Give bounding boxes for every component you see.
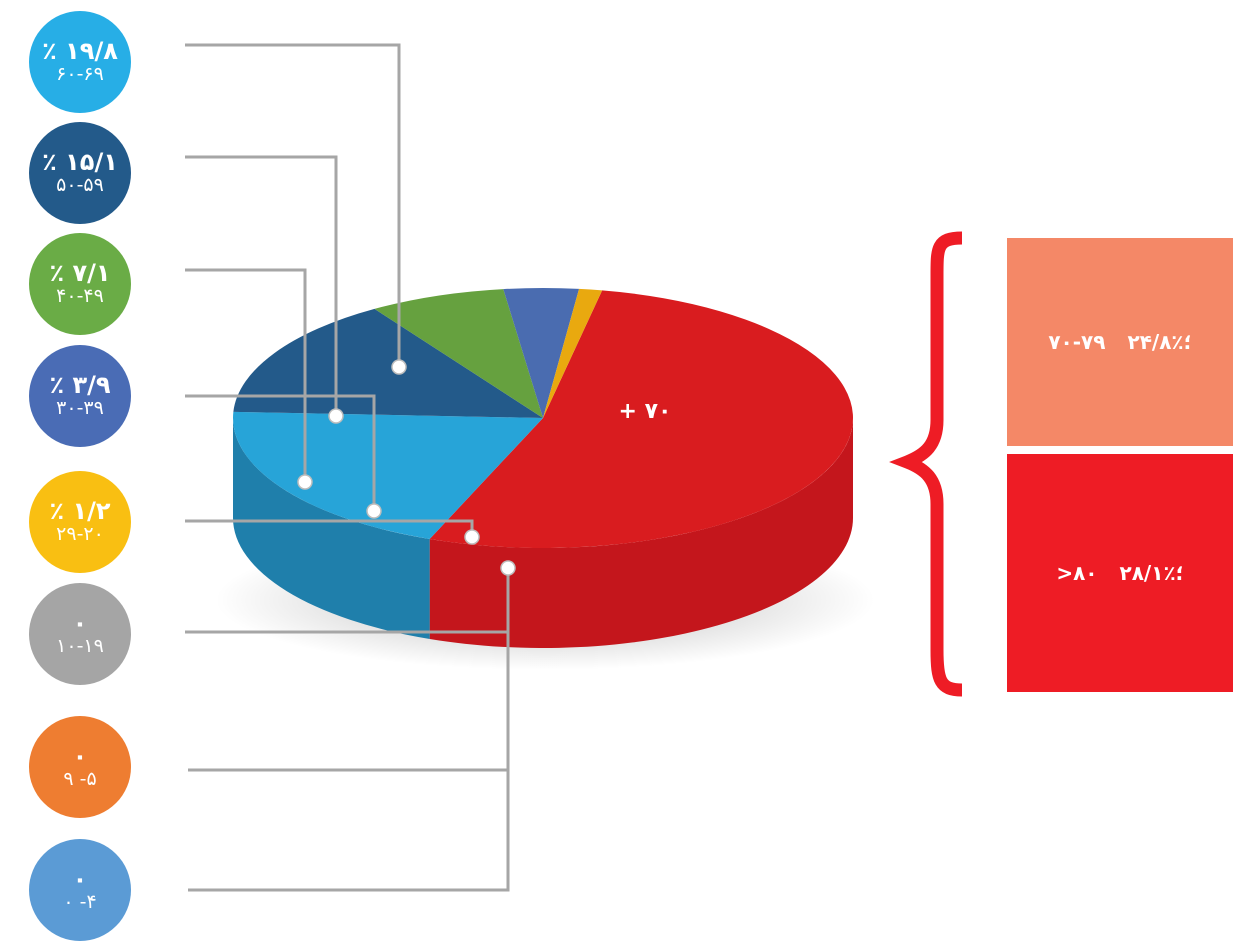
leader-line-3 [185,394,376,511]
pie-slice-۵۰-۵۹ [233,308,544,418]
label-30-39: ٪ ۳/۹ ۳۰-۳۹ [29,345,131,447]
breakdown-pct: ؛٪۲۴/۸ [1127,330,1192,354]
label-pct: ۰ [72,865,88,894]
label-10-19: ۰ ۱۰-۱۹ [29,583,131,685]
label-range: ۰ -۴ [63,890,97,913]
pie-slice-۳۰-۳۹ [503,288,580,418]
breakdown-range: ۷۰-۷۹ [1048,330,1106,354]
breakdown-box-80-plus: >۸۰ ؛٪۲۸/۱ [1007,454,1233,692]
breakdown-range: >۸۰ [1056,561,1098,585]
center-label: + ۷۰ [619,399,672,424]
label-pct: ٪ ۱۵/۱ [42,148,118,177]
pie-slice-+ ۷۰ [429,290,853,548]
pie-slice-۶۰-۶۹ [233,411,543,540]
pie-slice-۲۹-۲۰ [543,288,603,418]
label-50-59: ٪ ۱۵/۱ ۵۰-۵۹ [29,122,131,224]
label-range: ۶۰-۶۹ [56,62,104,85]
label-5-9: ۰ ۹ -۵ [29,716,131,818]
brace [889,231,963,697]
label-pct: ٪ ۳/۹ [49,371,111,400]
leader-dot-4 [464,529,480,545]
label-range: ۳۰-۳۹ [56,396,104,419]
pie-slice-۴۰-۴۹ [374,289,543,418]
label-range: ۵۰-۵۹ [56,173,104,196]
leader-line-1 [185,155,338,416]
leader-line-0 [185,43,401,367]
label-range: ۲۹-۲۰ [56,522,104,545]
label-pct: ۰ [72,609,88,638]
label-pct: ٪ ۱۹/۸ [42,37,118,66]
label-40-49: ٪ ۷/۱ ۴۰-۴۹ [29,233,131,335]
breakdown-box-70-79: ۷۰-۷۹ ؛٪۲۴/۸ [1007,238,1233,446]
label-pct: ٪ ۱/۲ [49,497,111,526]
leader-dot-3 [366,503,382,519]
label-60-69: ٪ ۱۹/۸ ۶۰-۶۹ [29,11,131,113]
pie-side-۶۰-۶۹ [233,418,430,640]
leader-dot-2 [297,474,313,490]
label-20-29: ٪ ۱/۲ ۲۹-۲۰ [29,471,131,573]
leader-dot-1 [328,408,344,424]
label-range: ۴۰-۴۹ [56,284,104,307]
label-range: ۱۰-۱۹ [56,634,104,657]
leader-dot-5 [500,560,516,576]
label-pct: ٪ ۷/۱ [49,259,111,288]
leader-line-2 [185,268,307,482]
leader-dot-0 [391,359,407,375]
label-pct: ۰ [72,742,88,771]
breakdown-pct: ؛٪۲۸/۱ [1119,561,1184,585]
label-0-4: ۰ ۰ -۴ [29,839,131,941]
label-range: ۹ -۵ [63,767,97,790]
leader-line-7 [188,770,510,892]
pie-side-+ ۷۰ [429,418,853,648]
